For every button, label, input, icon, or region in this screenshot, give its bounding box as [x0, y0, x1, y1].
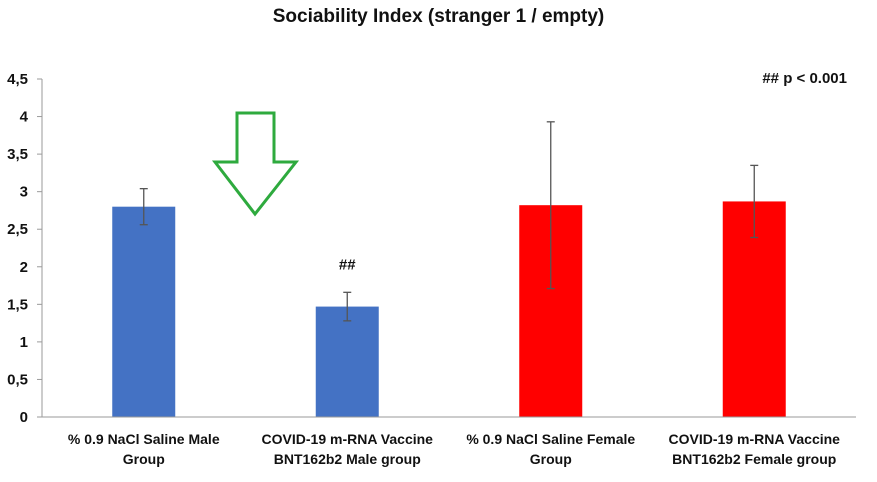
down-arrow-icon — [211, 111, 300, 217]
y-tick-label: 4 — [20, 109, 29, 126]
error-bar — [750, 164, 759, 239]
bar — [112, 206, 176, 417]
error-bar — [343, 291, 352, 322]
bar — [315, 306, 379, 417]
y-axis-ticks: 0 0,5 1 1,5 2 2,5 3 3,5 4 4,5 — [7, 71, 42, 426]
bar-annotations: ## — [339, 256, 356, 273]
y-tick-label: 1 — [20, 334, 28, 351]
x-axis-category-labels: % 0.9 NaCl Saline Male Group COVID-19 m-RN… — [68, 431, 840, 467]
error-bar — [139, 188, 148, 226]
significance-marker: ## — [339, 256, 356, 273]
y-tick-label: 4,5 — [7, 71, 28, 88]
y-tick-label: 2 — [20, 259, 28, 276]
y-tick-label: 3 — [20, 184, 28, 201]
category-label: % 0.9 NaCl Saline Male Group — [68, 431, 220, 467]
y-tick-label: 0,5 — [7, 371, 28, 388]
category-label: COVID-19 m-RNA Vaccine BNT162b2 Female gr… — [669, 431, 841, 467]
category-label: % 0.9 NaCl Saline Female Group — [466, 431, 635, 467]
y-tick-label: 0 — [20, 409, 28, 426]
significance-note: ## p < 0.001 — [762, 70, 847, 87]
error-bars — [139, 121, 759, 322]
error-bar — [546, 121, 555, 290]
y-tick-label: 2,5 — [7, 221, 28, 238]
bar-series — [112, 201, 786, 417]
chart-title: Sociability Index (stranger 1 / empty) — [272, 6, 605, 27]
category-label: COVID-19 m-RNA Vaccine BNT162b2 Male grou… — [262, 431, 434, 467]
y-tick-label: 1,5 — [7, 296, 28, 313]
y-tick-label: 3,5 — [7, 146, 28, 163]
